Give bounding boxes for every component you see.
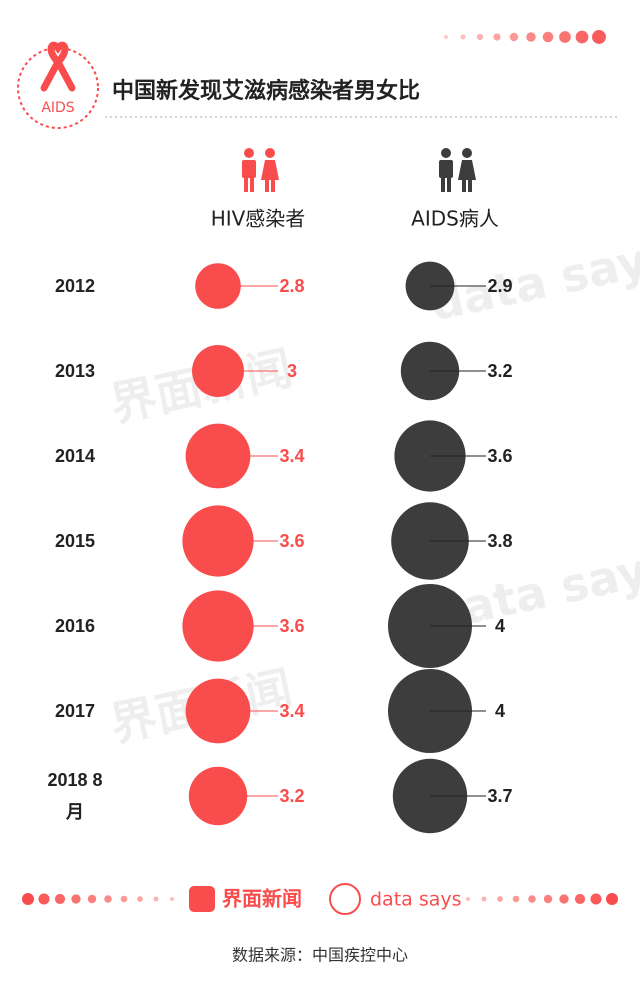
icon <box>458 160 476 180</box>
value-label: 3.4 <box>279 446 304 466</box>
dot <box>54 893 66 905</box>
value-label: 3.2 <box>279 786 304 806</box>
brand-icon <box>329 883 361 915</box>
dot <box>476 33 484 41</box>
source: 数据来源：中国疾控中心 <box>232 946 408 965</box>
watermark-text: data says <box>426 227 640 331</box>
legend-label: AIDS病人 <box>411 207 499 231</box>
icon <box>265 176 269 192</box>
icon <box>244 176 248 192</box>
value-label: 3 <box>287 361 297 381</box>
dot <box>590 893 602 905</box>
dot <box>120 895 128 903</box>
dot <box>606 893 618 905</box>
dot <box>71 894 81 904</box>
icon <box>244 148 254 158</box>
dot <box>542 31 554 43</box>
category-label: 2018 8月 <box>47 770 103 822</box>
value-label: 3.6 <box>487 446 512 466</box>
value-label: 2.9 <box>487 276 512 296</box>
icon <box>265 148 275 158</box>
dot <box>543 894 553 904</box>
dot <box>481 896 487 902</box>
dot <box>137 896 143 902</box>
icon <box>441 148 451 158</box>
value-label: 3.6 <box>279 531 304 551</box>
category-label: 2013 <box>54 361 96 381</box>
icon <box>462 148 472 158</box>
icon <box>468 176 472 192</box>
value-label: 4 <box>495 701 505 721</box>
value-label: 3.2 <box>487 361 512 381</box>
dot <box>592 30 606 44</box>
dot <box>153 896 159 902</box>
dot <box>444 35 448 39</box>
dot <box>559 31 571 43</box>
value-label: 3.7 <box>487 786 512 806</box>
category-label: 2014 <box>54 446 96 466</box>
dot <box>575 30 589 44</box>
ribbon <box>40 41 76 92</box>
icon <box>261 160 279 180</box>
dot <box>466 897 470 901</box>
dot <box>22 893 34 905</box>
watermark: 界面新闻 界面新闻 data says data says <box>106 227 640 751</box>
dot <box>526 32 536 42</box>
dot <box>493 33 501 41</box>
dot <box>104 895 112 903</box>
dot <box>170 897 174 901</box>
icon <box>439 160 453 178</box>
decor-dots <box>22 30 618 905</box>
value-label: 4 <box>495 616 505 636</box>
icon <box>242 160 256 178</box>
chart-title: 中国新发现艾滋病感染者男女比 <box>112 78 420 104</box>
icon <box>250 176 254 192</box>
brand: 界面新闻 <box>222 887 302 911</box>
category-label: 2016 <box>54 616 96 636</box>
value-label: 3.8 <box>487 531 512 551</box>
icon <box>271 176 275 192</box>
dot <box>509 32 519 42</box>
dot <box>38 893 50 905</box>
legend-label: HIV感染者 <box>211 207 306 231</box>
category-label: 2012 <box>54 276 96 296</box>
value-label: 2.8 <box>279 276 304 296</box>
category-label: 2015 <box>54 531 96 551</box>
value-label: 3.6 <box>279 616 304 636</box>
icon <box>462 176 466 192</box>
dot <box>574 893 586 905</box>
logo-text: AIDS <box>41 100 74 116</box>
icon <box>447 176 451 192</box>
icon <box>441 176 445 192</box>
dot <box>512 895 520 903</box>
category-label: 2017 <box>54 701 96 721</box>
dot <box>497 896 503 902</box>
dot <box>528 895 536 903</box>
value-label: 3.4 <box>279 701 304 721</box>
dot <box>87 894 97 904</box>
brand-icon <box>189 886 215 912</box>
dot <box>559 894 569 904</box>
brand: data says <box>370 889 462 911</box>
dot <box>460 34 466 40</box>
